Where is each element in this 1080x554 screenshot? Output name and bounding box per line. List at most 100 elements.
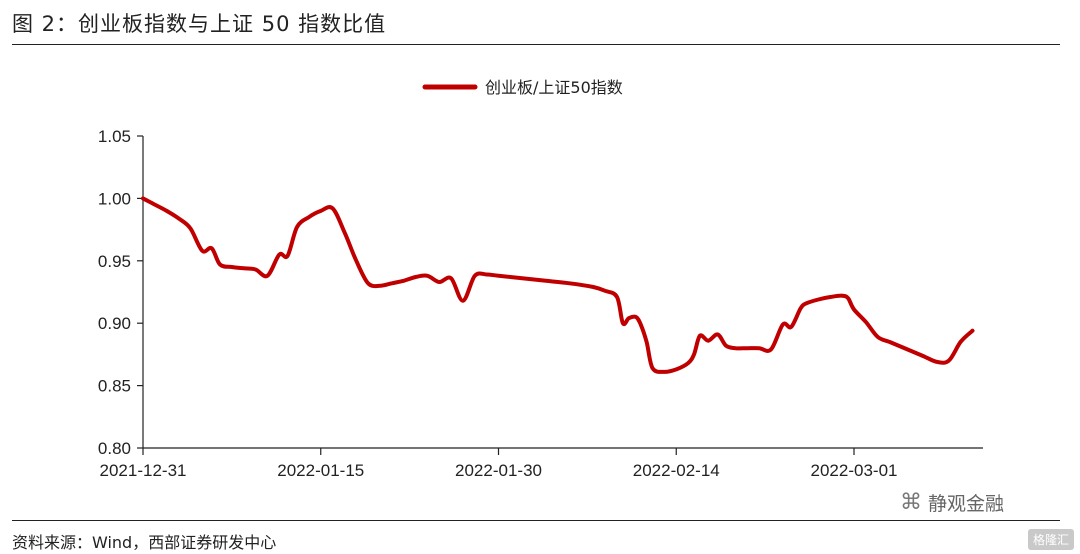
x-axis: 2021-12-31 2022-01-15 2022-01-30 2022-02-14… (100, 447, 983, 480)
data-point (627, 316, 631, 320)
data-point (307, 215, 311, 219)
data-point (757, 346, 761, 350)
data-point (852, 308, 856, 312)
data-point (342, 230, 346, 234)
data-point (165, 209, 169, 213)
data-point (414, 275, 418, 279)
data-point (265, 274, 269, 278)
data-point (603, 289, 607, 293)
data-point (769, 347, 773, 351)
data-point (286, 254, 290, 258)
y-tick-label: 0.95 (98, 252, 131, 271)
data-point (366, 281, 370, 285)
data-point (230, 265, 234, 269)
data-point (544, 279, 548, 283)
data-point (840, 294, 844, 298)
data-point (662, 370, 666, 374)
data-point (295, 225, 299, 229)
data-point (789, 325, 793, 329)
data-point (816, 298, 820, 302)
series-line (141, 196, 975, 374)
data-point (971, 329, 975, 333)
data-point (888, 340, 892, 344)
data-point (645, 340, 649, 344)
data-point (923, 355, 927, 359)
data-point (846, 296, 850, 300)
data-point (141, 196, 145, 200)
data-point (864, 320, 868, 324)
data-point (437, 280, 441, 284)
data-point (828, 295, 832, 299)
x-tick-label: 2022-02-14 (633, 461, 720, 480)
data-point (651, 366, 655, 370)
footer-rule (12, 520, 1060, 521)
y-tick-label: 1.00 (98, 189, 131, 208)
data-point (799, 306, 803, 310)
y-tick-label: 0.80 (98, 439, 131, 458)
data-point (781, 322, 785, 326)
data-point (615, 295, 619, 299)
data-point (354, 259, 358, 263)
data-point (242, 266, 246, 270)
data-point (378, 284, 382, 288)
data-point (331, 206, 335, 210)
corner-badge: 格隆汇 (1027, 529, 1074, 550)
data-point (520, 276, 524, 280)
data-point (254, 268, 258, 272)
data-point (947, 359, 951, 363)
series-layer (141, 196, 975, 374)
data-point (402, 279, 406, 283)
data-point (899, 345, 903, 349)
data-point (188, 226, 192, 230)
x-tick-label: 2022-01-15 (277, 461, 364, 480)
data-point (425, 274, 429, 278)
data-point (805, 301, 809, 305)
data-point (390, 281, 394, 285)
legend-label: 创业板/上证50指数 (485, 78, 623, 97)
data-point (686, 361, 690, 365)
data-point (277, 253, 281, 257)
data-point (959, 340, 963, 344)
data-point (724, 344, 728, 348)
data-point (621, 321, 625, 325)
data-point (911, 350, 915, 354)
source-note: 资料来源：Wind，西部证券研发中心 (12, 533, 277, 552)
data-point (639, 322, 643, 326)
x-tick-label: 2022-01-30 (455, 461, 542, 480)
y-tick-label: 1.05 (98, 127, 131, 146)
data-point (591, 285, 595, 289)
y-tick-label: 0.85 (98, 377, 131, 396)
data-point (568, 281, 572, 285)
data-point (497, 274, 501, 278)
data-point (734, 346, 738, 350)
data-point (706, 339, 710, 343)
chart-legend: 创业板/上证50指数 (422, 78, 623, 97)
data-point (692, 352, 696, 356)
data-point (473, 274, 477, 278)
x-tick-label: 2021-12-31 (100, 461, 187, 480)
figure-title: 图 2：创业板指数与上证 50 指数比值 (12, 12, 387, 36)
data-point (745, 346, 749, 350)
data-point (177, 216, 181, 220)
data-point (876, 335, 880, 339)
data-point (674, 367, 678, 371)
watermark: ⌘ 静观金融 (900, 489, 1004, 516)
data-point (634, 315, 638, 319)
data-point (210, 246, 214, 250)
wechat-icon: ⌘ (900, 490, 922, 515)
data-point (461, 299, 465, 303)
y-tick-label: 0.90 (98, 314, 131, 333)
y-axis: 0.80 0.85 0.90 0.95 1.00 1.05 (98, 127, 144, 458)
data-point (449, 276, 453, 280)
data-point (153, 203, 157, 207)
data-point (716, 332, 720, 336)
data-point (319, 209, 323, 213)
data-point (485, 273, 489, 277)
data-point (218, 263, 222, 267)
data-point (200, 249, 204, 253)
x-tick-label: 2022-03-01 (811, 461, 898, 480)
header-rule (12, 44, 1060, 45)
data-point (698, 334, 702, 338)
data-point (935, 360, 939, 364)
